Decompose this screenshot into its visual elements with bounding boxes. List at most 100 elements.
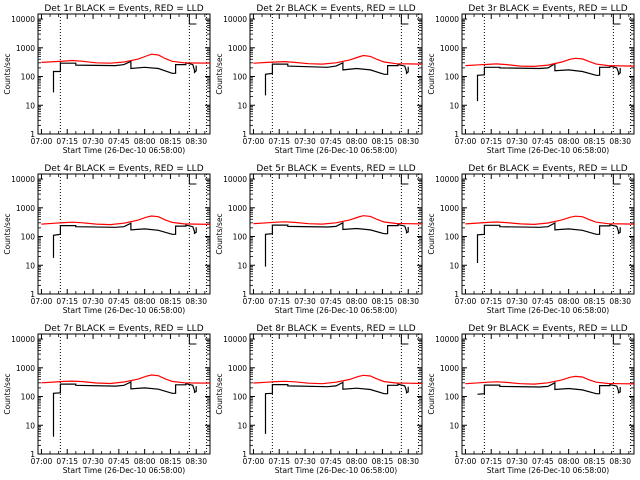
y-axis-label: Counts/sec (427, 213, 436, 254)
panel-title: Det 4r BLACK = Events, RED = LLD (44, 164, 203, 174)
x-tick-label: 08:30 (609, 137, 631, 146)
state-bracket (188, 334, 197, 345)
x-axis-label: Start Time (26-Dec-10 06:58:00) (63, 146, 185, 155)
y-tick-label: 100 (21, 393, 36, 402)
panel-title: Det 9r BLACK = Events, RED = LLD (468, 324, 627, 334)
state-bracket (400, 174, 409, 185)
y-axis-label: Counts/sec (215, 373, 224, 414)
x-axis-label: Start Time (26-Dec-10 06:58:00) (275, 146, 397, 155)
x-tick-label: 07:00 (455, 297, 477, 306)
y-axis-label: Counts/sec (3, 373, 12, 414)
x-tick-label: 07:30 (506, 457, 528, 466)
y-tick-label: 1 (242, 290, 247, 299)
plot-frame (37, 13, 211, 135)
x-tick-label: 08:00 (134, 297, 156, 306)
x-tick-label: 07:00 (243, 457, 265, 466)
series-line-lld (253, 54, 423, 65)
y-tick-label: 10000 (435, 335, 459, 344)
x-tick-label: 08:00 (346, 297, 368, 306)
plot-frame (37, 333, 211, 455)
y-tick-label: 10 (449, 101, 459, 110)
x-tick-label: 08:15 (584, 297, 606, 306)
x-tick-label: 07:30 (506, 297, 528, 306)
chart-panel-7: Det 7r BLACK = Events, RED = LLD 1 10 100 10… (3, 324, 211, 475)
series-line-events (264, 381, 409, 434)
x-tick-label: 08:30 (609, 297, 631, 306)
x-tick-label: 07:45 (532, 137, 554, 146)
chart-panel-4: Det 4r BLACK = Events, RED = LLD 1 10 100 10… (3, 164, 211, 315)
plot-frame (461, 333, 635, 455)
x-tick-label: 07:45 (108, 297, 130, 306)
x-tick-label: 08:15 (372, 457, 394, 466)
y-tick-label: 100 (233, 393, 248, 402)
state-bracket (400, 14, 409, 25)
chart-panel-2: Det 2r BLACK = Events, RED = LLD 1 10 100 10… (215, 4, 423, 155)
y-tick-label: 10000 (11, 175, 35, 184)
y-tick-label: 100 (233, 73, 248, 82)
series-line-events (264, 221, 409, 267)
y-tick-label: 10000 (223, 335, 247, 344)
x-tick-label: 07:15 (56, 137, 78, 146)
series-line-lld (465, 215, 635, 226)
x-tick-label: 07:00 (31, 137, 53, 146)
state-bracket (612, 14, 621, 25)
x-tick-label: 07:00 (31, 457, 53, 466)
series-line-lld (253, 215, 423, 225)
y-tick-label: 1 (454, 130, 459, 139)
x-tick-label: 07:45 (108, 457, 130, 466)
x-tick-label: 08:15 (160, 137, 182, 146)
x-tick-label: 08:00 (134, 137, 156, 146)
y-tick-label: 1000 (16, 364, 35, 373)
x-tick-label: 07:45 (320, 297, 342, 306)
chart-panel-8: Det 8r BLACK = Events, RED = LLD 1 10 100 10… (215, 324, 423, 475)
x-tick-label: 07:45 (532, 457, 554, 466)
y-tick-label: 1000 (228, 44, 247, 53)
x-tick-label: 07:15 (56, 457, 78, 466)
y-tick-label: 1000 (228, 204, 247, 213)
x-tick-label: 08:00 (346, 137, 368, 146)
x-tick-label: 08:15 (372, 137, 394, 146)
panel-title: Det 6r BLACK = Events, RED = LLD (468, 164, 627, 174)
x-tick-label: 07:00 (455, 137, 477, 146)
y-tick-label: 1 (454, 290, 459, 299)
series-line-events (476, 221, 621, 263)
x-axis-label: Start Time (26-Dec-10 06:58:00) (487, 146, 609, 155)
series-line-events (476, 62, 621, 102)
y-tick-label: 100 (21, 73, 36, 82)
x-tick-label: 07:45 (108, 137, 130, 146)
y-tick-label: 100 (445, 233, 460, 242)
y-tick-label: 10 (449, 261, 459, 270)
x-tick-label: 08:15 (372, 297, 394, 306)
y-tick-label: 1 (30, 450, 35, 459)
x-axis-label: Start Time (26-Dec-10 06:58:00) (487, 306, 609, 315)
y-tick-label: 1000 (440, 204, 459, 213)
chart-panel-3: Det 3r BLACK = Events, RED = LLD 1 10 100 10… (427, 4, 635, 155)
x-tick-label: 08:30 (185, 297, 207, 306)
y-tick-label: 10000 (435, 175, 459, 184)
y-tick-label: 100 (445, 73, 460, 82)
state-bracket (612, 334, 621, 345)
x-tick-label: 07:30 (294, 457, 316, 466)
x-tick-label: 07:45 (320, 137, 342, 146)
series-line-events (264, 61, 409, 96)
x-tick-label: 08:00 (558, 457, 580, 466)
x-tick-label: 08:30 (397, 137, 419, 146)
y-tick-label: 1000 (16, 204, 35, 213)
x-tick-label: 07:45 (320, 457, 342, 466)
x-axis-label: Start Time (26-Dec-10 06:58:00) (275, 306, 397, 315)
chart-panel-1: Det 1r BLACK = Events, RED = LLD 1 10 100 10… (3, 4, 211, 155)
y-tick-label: 1000 (440, 364, 459, 373)
panel-title: Det 7r BLACK = Events, RED = LLD (44, 324, 203, 334)
plot-frame (249, 13, 423, 135)
y-tick-label: 10000 (435, 15, 459, 24)
y-tick-label: 1000 (16, 44, 35, 53)
plot-frame (461, 173, 635, 295)
state-bracket (612, 174, 621, 185)
x-tick-label: 08:00 (558, 297, 580, 306)
x-tick-label: 07:15 (480, 457, 502, 466)
panel-title: Det 8r BLACK = Events, RED = LLD (256, 324, 415, 334)
y-tick-label: 10 (449, 421, 459, 430)
chart-panel-6: Det 6r BLACK = Events, RED = LLD 1 10 100 10… (427, 164, 635, 315)
x-tick-label: 07:00 (243, 297, 265, 306)
